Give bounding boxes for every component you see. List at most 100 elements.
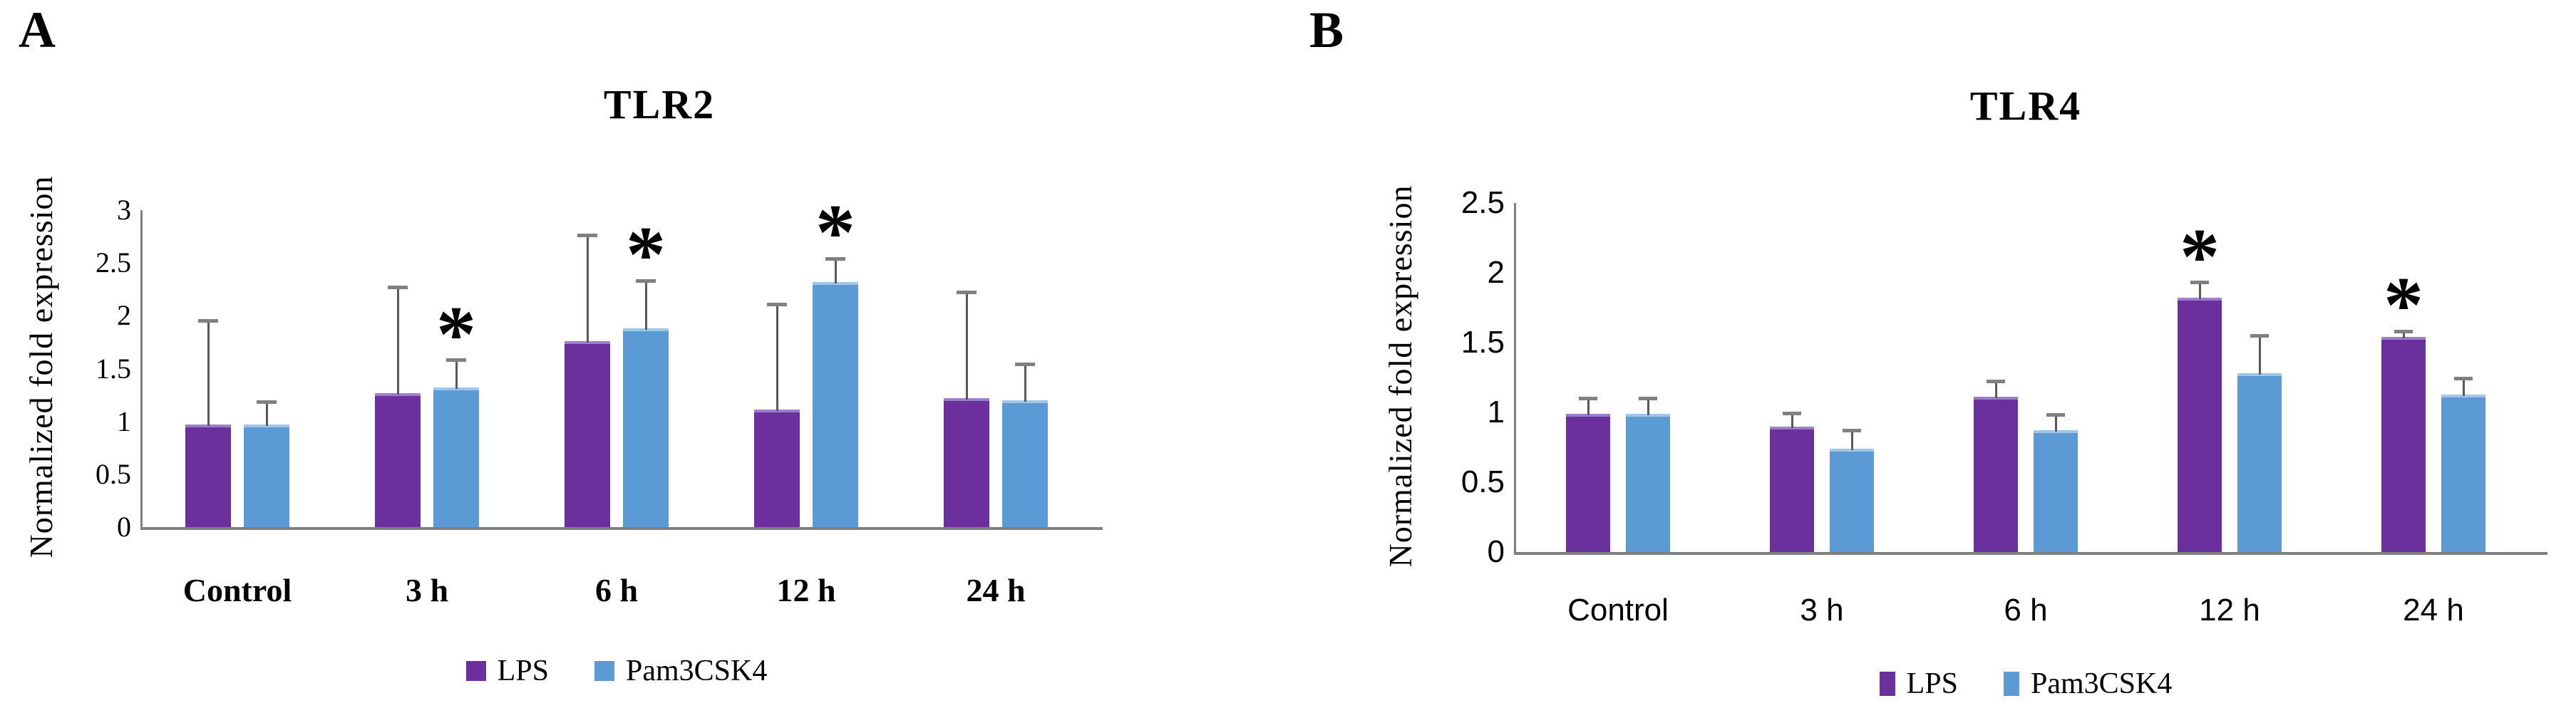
bar-lps-12-h — [754, 410, 800, 527]
error-bar — [965, 292, 968, 400]
bar-pam3csk4-control — [1626, 413, 1670, 552]
significance-asterisk: * — [436, 290, 476, 379]
pam3csk4-legend-label: Pam3CSK4 — [2031, 667, 2173, 700]
legend-item-pam3csk4: Pam3CSK4 — [594, 654, 767, 688]
error-bar — [1850, 430, 1853, 450]
y-axis-line — [140, 210, 143, 530]
error-bar — [1587, 398, 1590, 415]
x-tick-label: 24 h — [966, 572, 1026, 608]
error-bar — [2054, 415, 2057, 432]
bar-pam3csk4-3-h — [1830, 448, 1874, 552]
bar-pam3csk4-3-h — [433, 387, 479, 527]
error-bar — [2258, 335, 2261, 375]
error-bar-cap — [2046, 413, 2065, 417]
error-bar — [834, 259, 837, 283]
significance-asterisk: * — [2384, 261, 2423, 350]
error-bar — [1791, 413, 1793, 428]
error-bar-cap — [2250, 333, 2269, 338]
error-bar-cap — [636, 279, 656, 283]
legend: LPS Pam3CSK4 — [1516, 667, 2535, 701]
legend-item-lps: LPS — [465, 654, 549, 688]
y-tick-label: 1.5 — [96, 352, 131, 385]
y-tick-label: 2.5 — [1460, 185, 1505, 220]
significance-asterisk: * — [2180, 212, 2220, 301]
y-axis-title: Normalized fold expression — [23, 175, 59, 558]
y-axis-title: Normalized fold expression — [1382, 184, 1418, 568]
lps-legend-swatch — [465, 661, 486, 681]
error-bar-cap — [1639, 396, 1657, 400]
error-bar — [2402, 331, 2405, 339]
bar-pam3csk4-control — [244, 425, 289, 527]
error-bar-cap — [577, 234, 597, 238]
x-axis-line — [1514, 552, 2547, 555]
pam3csk4-legend-label: Pam3CSK4 — [626, 655, 768, 687]
bar-lps-6-h — [1974, 397, 2018, 552]
bar-pam3csk4-12-h — [2237, 373, 2282, 552]
error-bar — [1994, 381, 1997, 399]
bar-pam3csk4-6-h — [623, 328, 669, 527]
error-bar-cap — [1987, 380, 2005, 384]
error-bar-cap — [957, 291, 977, 295]
error-bar — [1024, 364, 1026, 402]
y-tick-label: 0 — [117, 511, 131, 543]
lps-legend-label: LPS — [1906, 667, 1958, 700]
bar-lps-24-h — [2381, 337, 2426, 552]
x-tick-label: 3 h — [405, 572, 449, 608]
bar-lps-control — [185, 425, 231, 527]
error-bar-cap — [1783, 412, 1801, 416]
y-tick-label: 0 — [1487, 534, 1505, 569]
x-axis-line — [140, 527, 1103, 530]
plot-area: 0 0.5 1 1.5 2 2.5 * * Control 3 h 6 h 12 h 24 h — [1461, 187, 2547, 626]
error-bar-cap — [388, 285, 408, 289]
y-tick-label: 0.5 — [96, 457, 131, 490]
legend-item-pam3csk4: Pam3CSK4 — [2004, 667, 2172, 701]
error-bar — [207, 321, 210, 427]
y-tick-label: 2.5 — [96, 246, 131, 279]
y-tick-label: 1 — [117, 405, 131, 437]
error-bar — [586, 235, 589, 343]
x-tick-label: Control — [1567, 593, 1669, 628]
y-tick-label: 2 — [1487, 255, 1505, 290]
bar-pam3csk4-12-h — [813, 281, 858, 527]
pam3csk4-legend-swatch — [594, 661, 614, 681]
error-bar-cap — [2454, 377, 2473, 381]
error-bar — [644, 281, 647, 331]
error-bar-cap — [2394, 329, 2413, 333]
error-bar-cap — [446, 358, 466, 363]
error-bar-cap — [1015, 363, 1035, 367]
bar-pam3csk4-6-h — [2034, 430, 2078, 552]
y-tick-label: 2 — [117, 299, 131, 332]
x-tick-label: 12 h — [2199, 593, 2260, 628]
error-bar — [396, 287, 399, 395]
error-bar — [1647, 398, 1649, 415]
x-tick-label: Control — [182, 572, 292, 608]
plot-area: 0 0.5 1 1.5 2 2.5 3 * * * Control 3 h 6 h 12 h 24 h — [96, 193, 1103, 607]
y-tick-label: 1.5 — [1460, 325, 1505, 360]
chart-title: TLR4 — [1969, 83, 2082, 129]
pam3csk4-legend-swatch — [2004, 672, 2019, 696]
bar-lps-12-h — [2178, 298, 2222, 552]
error-bar — [2462, 378, 2465, 396]
panel-b: B TLR4 Normalized fold expression 0 0.5 1 1… — [1288, 0, 2576, 713]
panel-label: B — [1309, 1, 1344, 58]
y-tick-label: 1 — [1487, 395, 1505, 430]
error-bar — [455, 360, 458, 390]
error-bar-cap — [1579, 396, 1597, 400]
significance-asterisk: * — [626, 211, 666, 300]
error-bar-cap — [257, 400, 277, 405]
error-bar-cap — [2190, 281, 2209, 285]
legend: LPS Pam3CSK4 — [143, 654, 1091, 688]
lps-legend-swatch — [1879, 672, 1895, 696]
error-bar-cap — [198, 319, 218, 323]
bar-lps-3-h — [375, 392, 421, 527]
x-tick-label: 6 h — [2004, 593, 2048, 628]
legend-item-lps: LPS — [1879, 667, 1958, 701]
y-axis-line — [1514, 203, 1516, 555]
error-bar — [776, 304, 778, 412]
error-bar — [265, 402, 268, 427]
error-bar-cap — [825, 256, 845, 261]
bar-lps-3-h — [1770, 426, 1814, 552]
chart-title: TLR2 — [603, 81, 716, 127]
panel-a: A TLR2 Normalized fold expression 0 0.5 1 1… — [19, 4, 1103, 688]
error-bar — [2198, 282, 2201, 300]
